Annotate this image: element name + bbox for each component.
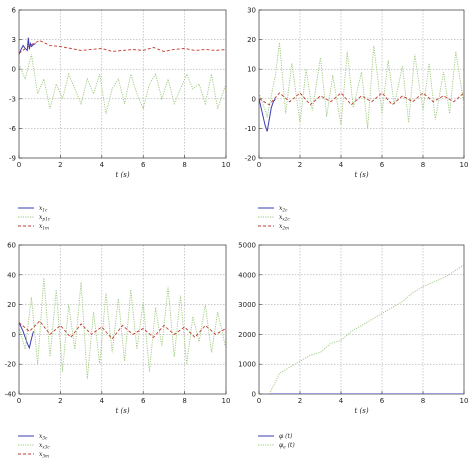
y-tick-label: 4000 — [238, 271, 256, 279]
y-tick-label: -10 — [245, 125, 256, 133]
x-tick-label: 10 — [222, 397, 231, 405]
x-tick-label: 10 — [222, 161, 231, 169]
y-tick-label: 20 — [247, 36, 256, 44]
legend-label-x2c: x2c — [279, 205, 288, 213]
legend-label-phi: φ (t) — [279, 433, 293, 440]
legend-label-x3c-prime: xx3c — [39, 442, 50, 450]
x-axis-label: t (s) — [354, 171, 368, 179]
series-line-x2m — [259, 92, 464, 106]
y-tick-label: 6 — [12, 7, 17, 15]
x-tick-label: 4 — [339, 397, 344, 405]
x-tick-label: 10 — [460, 397, 469, 405]
x-tick-label: 2 — [298, 161, 302, 169]
y-tick-label: 30 — [247, 7, 256, 15]
series-line-x3c-prime — [19, 277, 226, 380]
series-line-phi-e — [268, 264, 464, 394]
y-tick-label: 5000 — [238, 242, 256, 250]
y-tick-label: 1000 — [238, 361, 256, 369]
y-tick-label: -20 — [5, 361, 16, 369]
x-tick-label: 4 — [100, 161, 105, 169]
y-tick-label: 0 — [12, 331, 16, 339]
legend-label-x3m: x3m — [39, 451, 49, 459]
y-tick-label: 40 — [7, 271, 16, 279]
legend-label-xp1c: xp1c — [39, 214, 51, 222]
y-tick-label: -3 — [9, 95, 16, 103]
x-tick-label: 2 — [58, 397, 62, 405]
x-tick-label: 2 — [58, 161, 62, 169]
y-tick-label: 3 — [12, 36, 16, 44]
x-tick-label: 4 — [100, 397, 105, 405]
x-tick-label: 0 — [257, 161, 261, 169]
y-tick-label: -20 — [245, 155, 256, 163]
chart-p4: 0 2 4 6 8 10 0 1000 2000 3000 4000 5000 t (s) φ (t) φe… — [238, 242, 468, 450]
y-tick-label: -9 — [9, 155, 16, 163]
legend-label-phi-e: φe (t) — [279, 442, 295, 450]
y-tick-label: -6 — [9, 125, 17, 133]
series-line-x1m — [19, 40, 226, 54]
x-axis-label: t (s) — [115, 171, 129, 179]
x-tick-label: 6 — [380, 161, 385, 169]
x-tick-label: 6 — [141, 161, 146, 169]
y-tick-label: 0 — [252, 95, 256, 103]
x-tick-label: 6 — [380, 397, 385, 405]
plot-frame — [18, 244, 227, 395]
x-tick-label: 0 — [17, 397, 21, 405]
series-line-x3m — [19, 320, 226, 340]
plot-frame — [258, 244, 465, 395]
y-tick-label: 10 — [247, 66, 256, 74]
x-tick-label: 8 — [182, 397, 186, 405]
x-tick-label: 6 — [141, 397, 146, 405]
series-line-x2c — [259, 98, 276, 132]
legend-label-x2m: x2m — [279, 223, 289, 231]
series-line-xp1c — [19, 54, 226, 114]
series-line-x1c — [19, 37, 36, 55]
x-axis-label: t (s) — [115, 407, 129, 415]
legend-label-x1c: x1c — [39, 205, 48, 213]
plot-frame — [258, 9, 465, 159]
legend-label-x1m: x1m — [39, 223, 49, 231]
x-tick-label: 8 — [421, 161, 425, 169]
series-line-x2c-prime — [259, 42, 464, 129]
legend-label-x3c: x3c — [39, 433, 48, 441]
x-tick-label: 8 — [182, 161, 186, 169]
y-tick-label: 2000 — [238, 331, 256, 339]
y-tick-label: 0 — [12, 66, 16, 74]
x-tick-label: 0 — [17, 161, 21, 169]
x-tick-label: 0 — [257, 397, 261, 405]
x-tick-label: 4 — [339, 161, 344, 169]
x-tick-label: 2 — [298, 397, 302, 405]
x-tick-label: 10 — [460, 161, 469, 169]
y-tick-label: -40 — [5, 391, 16, 399]
x-axis-label: t (s) — [354, 407, 368, 415]
plot-frame — [18, 9, 227, 159]
x-tick-label: 8 — [421, 397, 425, 405]
y-tick-label: 20 — [7, 301, 16, 309]
legend-label-x2c-prime: xx2c — [279, 214, 290, 222]
y-tick-label: 3000 — [238, 301, 256, 309]
y-tick-label: 0 — [252, 391, 256, 399]
series-line-x3c — [19, 322, 34, 350]
y-tick-label: 60 — [7, 242, 16, 250]
